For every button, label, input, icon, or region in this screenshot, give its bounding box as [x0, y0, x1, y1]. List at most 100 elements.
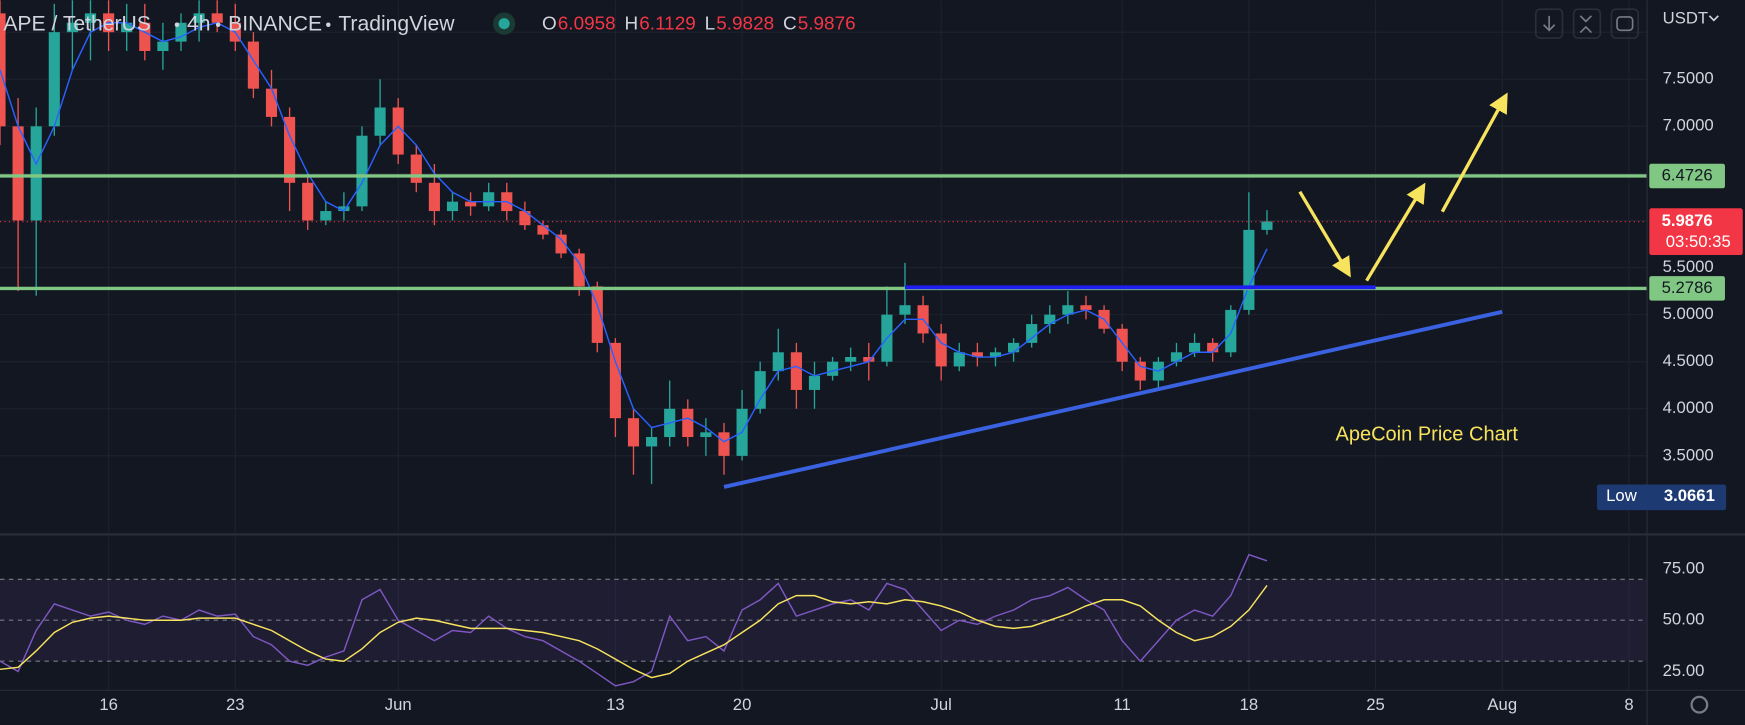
ohlc-key: H	[625, 14, 639, 35]
icon	[1616, 16, 1634, 32]
x-tick-label: 8	[1624, 695, 1633, 714]
candle-body	[700, 432, 712, 438]
arrow	[1365, 182, 1426, 282]
level-label: 5.2786	[1662, 278, 1713, 297]
ohlc-key: C	[783, 14, 797, 35]
candle-body	[320, 211, 332, 221]
candle-body	[1044, 314, 1056, 325]
ohlc: O 6.0958 H 6.1129 L 5.9828 C 5.9876	[542, 14, 856, 35]
candle-body	[121, 22, 133, 33]
y-tick-label: 7.0000	[1663, 116, 1714, 135]
candle-body	[1170, 352, 1183, 362]
candle-body	[338, 206, 350, 212]
candle-body	[1243, 229, 1255, 310]
candle-body	[591, 286, 603, 343]
rsi-pane	[0, 553, 1648, 687]
y-tick-label: 4.5000	[1663, 351, 1714, 370]
ohlc-key: L	[705, 14, 716, 35]
x-tick-label: Aug	[1487, 695, 1517, 714]
candle-body	[48, 32, 60, 127]
candle-body	[356, 135, 368, 207]
grid	[0, 0, 1648, 691]
candle-body	[247, 41, 259, 89]
candle-body	[627, 418, 640, 447]
button[interactable]	[1572, 8, 1602, 39]
arrow	[1440, 92, 1508, 213]
candle-body	[863, 356, 875, 362]
y-tick-label: 3.5000	[1663, 445, 1714, 464]
y-tick-label: 25.00	[1663, 661, 1705, 680]
ohlc-key: O	[542, 14, 557, 35]
candle-body	[1134, 361, 1146, 381]
candle-body	[827, 361, 839, 376]
candle-body	[1062, 305, 1074, 315]
candle-body	[935, 333, 947, 367]
candle-body	[1207, 342, 1219, 353]
icon	[1542, 15, 1556, 32]
candle-body	[537, 225, 549, 235]
x-tick-label: Jun	[385, 695, 412, 714]
last-price-box	[1649, 208, 1743, 256]
ohlc-value: 5.9828	[716, 14, 774, 35]
y-tick-label: 50.00	[1663, 610, 1705, 629]
last-price-label: 5.9876	[1662, 211, 1713, 230]
candle-body	[953, 352, 965, 367]
candle-body	[646, 437, 658, 447]
low-box	[1596, 484, 1727, 511]
candle-body	[374, 107, 386, 136]
separator	[174, 22, 180, 27]
arrow	[1298, 190, 1351, 278]
candle-body	[211, 13, 223, 23]
candle-body	[1026, 324, 1038, 343]
x-tick-label: 18	[1240, 695, 1259, 714]
source: TradingView	[338, 12, 455, 35]
candle-body	[971, 352, 983, 357]
candle-body	[410, 154, 422, 183]
candle-body	[193, 13, 205, 23]
ohlc-value: 5.9876	[798, 14, 856, 35]
x-tick-label: 23	[226, 695, 245, 714]
candle-body	[0, 13, 6, 127]
candle-body	[609, 342, 621, 419]
x-tick-label: Jul	[931, 695, 952, 714]
candle-body	[682, 408, 694, 438]
candle-body	[899, 305, 911, 315]
candle-body	[573, 253, 585, 287]
moving-average	[0, 21, 1268, 443]
candle-body	[1008, 342, 1020, 353]
exchange: BINANCE	[228, 12, 322, 35]
candle-body	[808, 375, 821, 390]
currency[interactable]: USDT	[1663, 9, 1708, 28]
ohlc-value: 6.1129	[639, 14, 695, 35]
toolbar	[1534, 8, 1639, 39]
candle-body	[265, 88, 278, 117]
candle-body	[157, 41, 169, 52]
annotation: ApeCoin Price Chart	[1335, 424, 1518, 446]
candle-body	[465, 201, 477, 207]
candle-body	[1261, 221, 1273, 230]
candle-body	[989, 352, 1002, 357]
rsi-line	[0, 553, 1268, 687]
symbol: APE / TetherUS	[3, 12, 151, 35]
candle-body	[772, 352, 784, 372]
candle-body	[483, 192, 495, 207]
candle-body	[66, 22, 78, 33]
button[interactable]	[1610, 8, 1639, 39]
level-label-box	[1649, 163, 1725, 189]
arrows	[1298, 92, 1508, 282]
x-tick-label: 20	[733, 695, 752, 714]
candle-body	[519, 211, 531, 226]
candle-body	[302, 182, 314, 221]
candle-body	[1225, 309, 1237, 353]
candle-body	[1189, 342, 1201, 353]
settings-icon[interactable]	[1690, 695, 1709, 714]
button[interactable]	[1534, 8, 1564, 39]
candle-body	[84, 13, 97, 23]
candle-body	[1116, 328, 1128, 362]
candle-body	[446, 201, 459, 212]
dropdown-icon	[1708, 15, 1719, 22]
currency-box[interactable]	[1648, 0, 1745, 37]
candle-body	[12, 126, 24, 221]
header: APE / TetherUS 4h BINANCE TradingView	[3, 12, 516, 35]
